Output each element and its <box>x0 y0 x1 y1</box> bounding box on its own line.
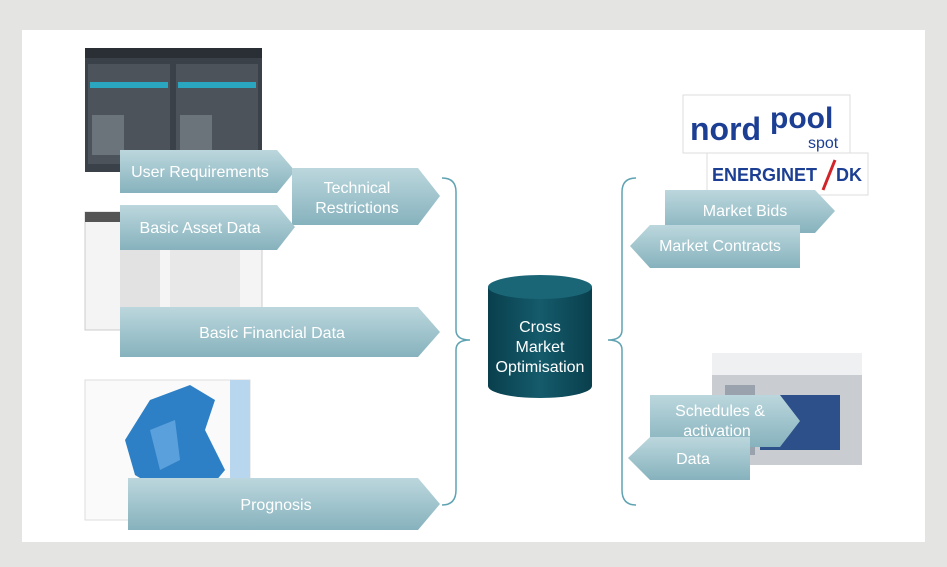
logo-text: spot <box>808 135 839 152</box>
center-label: Market <box>516 339 565 356</box>
svg-text:Basic Financial Data: Basic Financial Data <box>199 325 345 342</box>
arrow-label: Technical <box>324 180 391 197</box>
arrow-label: Schedules & <box>675 403 765 420</box>
arrow-label: Prognosis <box>240 497 311 514</box>
center-label: Cross <box>519 319 561 336</box>
input-arrow: Prognosis <box>128 478 440 530</box>
energinet-logo: ENERGINET DK <box>707 153 868 195</box>
input-arrow: Technical Restrictions <box>292 168 440 225</box>
logo-text: pool <box>770 102 833 135</box>
svg-text:Market Bids: Market Bids <box>703 203 787 220</box>
input-arrow: Basic Financial Data <box>120 307 440 357</box>
svg-text:Market Contracts: Market Contracts <box>659 238 781 255</box>
arrow-label: Market Contracts <box>659 238 781 255</box>
logo-text: nord <box>690 111 761 147</box>
logo-text: ENERGINET <box>712 165 817 185</box>
logo-text: DK <box>836 165 862 185</box>
svg-text:Basic Asset Data: Basic Asset Data <box>140 220 261 237</box>
diagram: User Requirements TechnicalRestrictions … <box>0 0 947 562</box>
arrow-label: Data <box>676 451 710 468</box>
page: User Requirements TechnicalRestrictions … <box>0 0 947 562</box>
input-arrow: User Requirements <box>120 150 295 193</box>
arrow-label: User Requirements <box>131 164 269 181</box>
arrow-label: Basic Asset Data <box>140 220 261 237</box>
svg-text:User Requirements: User Requirements <box>131 164 269 181</box>
svg-text:Data: Data <box>676 451 710 468</box>
output-arrow: Market Contracts <box>630 225 800 268</box>
arrow-label: Basic Financial Data <box>199 325 345 342</box>
svg-text:Prognosis: Prognosis <box>240 497 311 514</box>
optimiser-cylinder: Cross Market Optimisation <box>488 275 592 398</box>
nordpool-logo: nord pool spot <box>683 95 850 153</box>
arrow-label: Market Bids <box>703 203 787 220</box>
input-arrow: Basic Asset Data <box>120 205 295 250</box>
output-arrow: Data <box>628 437 750 480</box>
arrow-label: Restrictions <box>315 200 399 217</box>
center-label: Optimisation <box>496 359 585 376</box>
